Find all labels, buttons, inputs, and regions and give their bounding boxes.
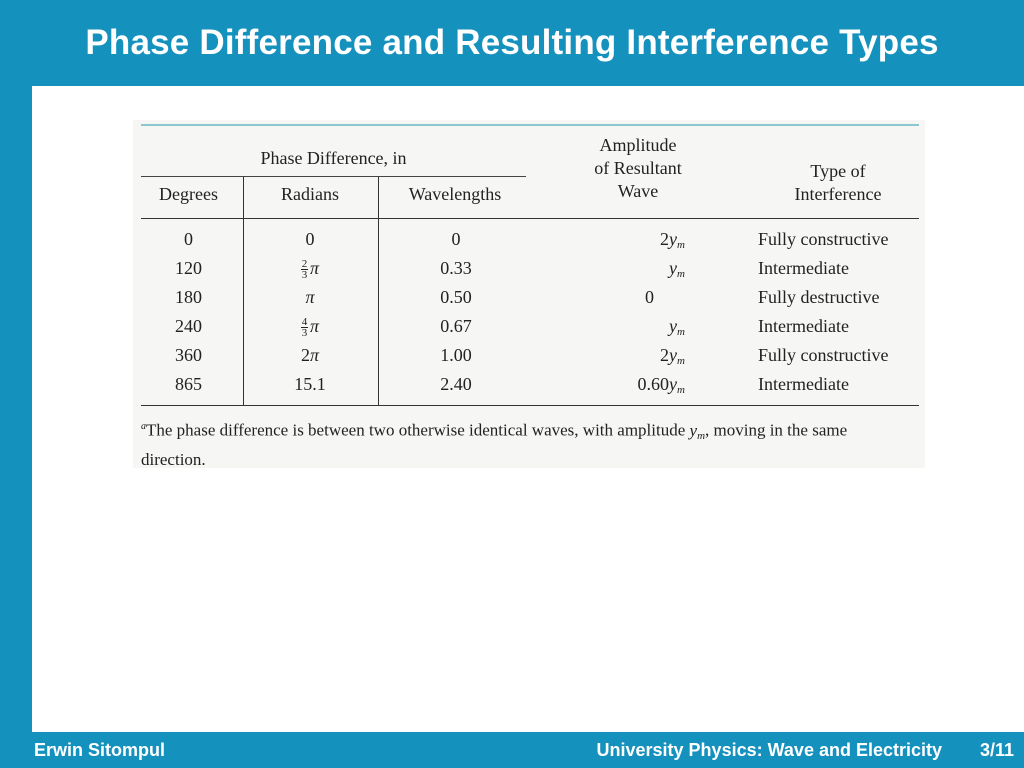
cell-degrees: 865 bbox=[175, 374, 202, 394]
header-type: Type of Interference bbox=[758, 160, 918, 206]
cell-radians: 15.1 bbox=[294, 374, 326, 394]
header-type-line1: Type of bbox=[810, 161, 866, 181]
cell-type: Fully constructive bbox=[758, 345, 889, 365]
header-rule bbox=[141, 218, 919, 219]
header-amplitude-line3: Wave bbox=[617, 181, 659, 201]
cell-degrees: 240 bbox=[175, 316, 202, 336]
footnote-text-after: , moving in the same direction. bbox=[141, 420, 848, 469]
cell-wavelengths: 0.33 bbox=[440, 258, 472, 278]
footnote-marker: a bbox=[141, 421, 146, 432]
cell-type: Fully constructive bbox=[758, 229, 889, 249]
cell-type: Intermediate bbox=[758, 374, 849, 394]
header-type-line2: Interference bbox=[794, 184, 882, 204]
cell-wavelengths: 0 bbox=[451, 229, 461, 249]
footnote-text-before: The phase difference is between two othe… bbox=[146, 420, 690, 440]
header-phase-difference: Phase Difference, in bbox=[260, 148, 407, 168]
cell-wavelengths: 1.00 bbox=[440, 345, 472, 365]
cell-amplitude: ym bbox=[669, 316, 685, 338]
table-bottom-rule bbox=[141, 405, 919, 406]
header-amplitude: Amplitude of Resultant Wave bbox=[578, 134, 698, 203]
cell-degrees: 0 bbox=[184, 229, 193, 249]
interference-table: Phase Difference, in Degrees Radians Wav… bbox=[133, 120, 925, 471]
slide-content: Phase Difference, in Degrees Radians Wav… bbox=[32, 86, 1024, 732]
slide-title: Phase Difference and Resulting Interfere… bbox=[85, 23, 939, 62]
cell-type: Intermediate bbox=[758, 316, 849, 336]
cell-wavelengths: 0.67 bbox=[440, 316, 472, 336]
footer-course: University Physics: Wave and Electricity bbox=[596, 740, 942, 760]
footer-author: Erwin Sitompul bbox=[34, 740, 166, 760]
cell-type: Fully destructive bbox=[758, 287, 880, 307]
cell-amplitude: 0.60ym bbox=[637, 374, 685, 396]
table-top-rule bbox=[141, 124, 919, 126]
cell-wavelengths: 0.50 bbox=[440, 287, 472, 307]
page-number: 3/11 bbox=[979, 740, 1014, 760]
cell-radians: 0 bbox=[305, 229, 315, 249]
header-amplitude-line2: of Resultant bbox=[594, 158, 682, 178]
cell-degrees: 120 bbox=[175, 258, 202, 278]
cell-radians: π bbox=[305, 287, 315, 307]
cell-degrees: 360 bbox=[175, 345, 202, 365]
table-footnote: aThe phase difference is between two oth… bbox=[141, 415, 911, 471]
cell-amplitude: 2ym bbox=[660, 229, 685, 251]
footnote-symbol: ym bbox=[689, 420, 706, 442]
cell-type: Intermediate bbox=[758, 258, 849, 278]
cell-wavelengths: 2.40 bbox=[440, 374, 472, 394]
cell-amplitude: ym bbox=[669, 258, 685, 280]
header-degrees: Degrees bbox=[159, 184, 218, 204]
cell-amplitude: 0 bbox=[645, 287, 654, 307]
cell-degrees: 180 bbox=[175, 287, 202, 307]
cell-radians: 2π bbox=[300, 345, 320, 365]
header-amplitude-line1: Amplitude bbox=[599, 135, 677, 155]
column-divider-1 bbox=[243, 177, 244, 405]
cell-amplitude: 2ym bbox=[660, 345, 685, 367]
group-header-rule bbox=[141, 176, 526, 177]
header-wavelengths: Wavelengths bbox=[408, 184, 502, 204]
slide-footer: Erwin Sitompul University Physics: Wave … bbox=[0, 732, 1024, 768]
column-divider-2 bbox=[378, 177, 379, 405]
header-radians: Radians bbox=[281, 184, 339, 204]
